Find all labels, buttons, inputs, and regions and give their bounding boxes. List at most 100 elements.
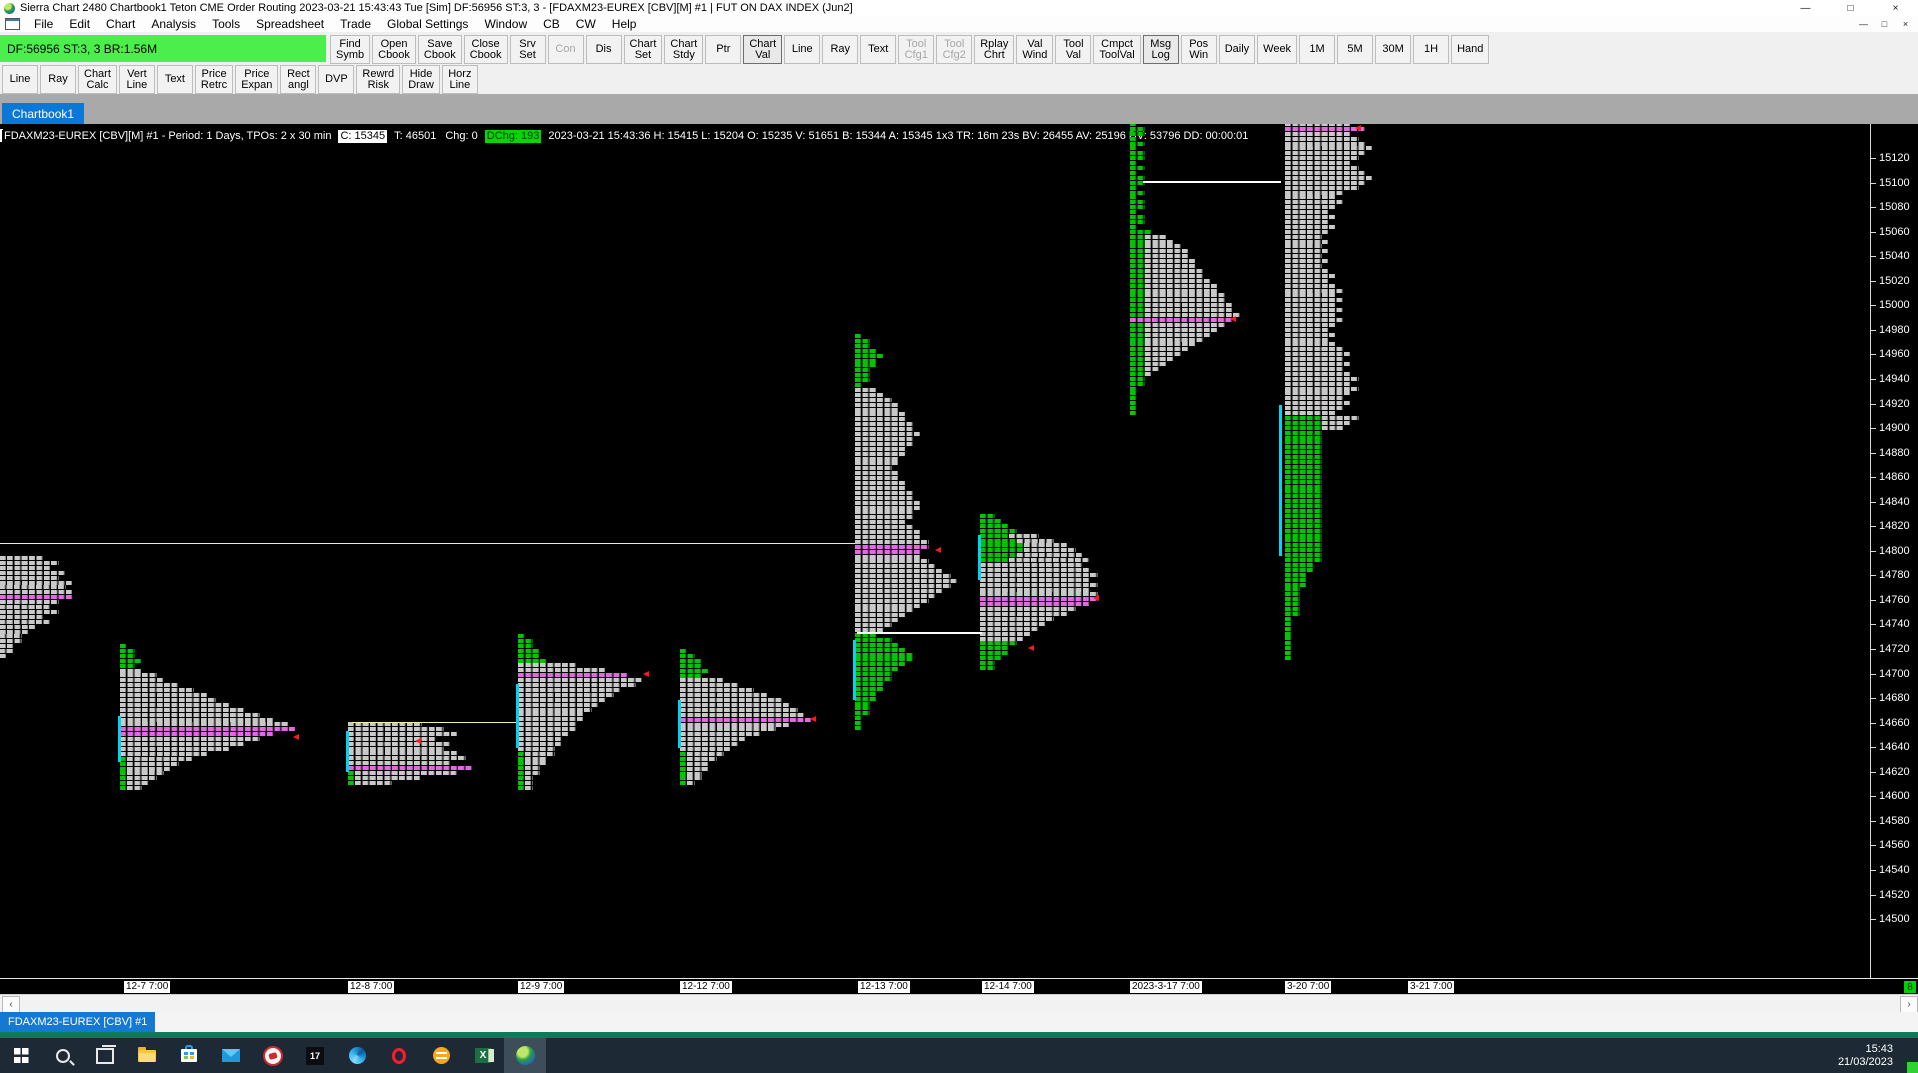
menu-file[interactable]: File [34,17,54,31]
toolbar-button-con[interactable]: Con [547,35,584,64]
toolbar-button-msg-log[interactable]: Msg Log [1142,35,1179,64]
tpo-row [120,697,216,702]
tpo-green-row [1285,577,1308,582]
taskbar-app-explorer[interactable] [126,1038,168,1073]
scroll-right-button[interactable]: › [1900,996,1918,1013]
tpo-poc-row [518,673,629,678]
chart-area[interactable]: FDAXM23-EUREX [CBV][M] #1 - Period: 1 Da… [0,124,1918,978]
toolbar-button-chart-val[interactable]: Chart Val [743,35,783,64]
taskbar-app-store[interactable] [168,1038,210,1073]
child-close-button[interactable]: × [1902,19,1909,29]
menu-trade[interactable]: Trade [340,17,372,31]
toolbar-button-ray[interactable]: Ray [822,35,859,64]
tpo-green-row [1285,548,1322,553]
taskbar-app-edge[interactable] [336,1038,378,1073]
tpo-row [0,614,44,619]
toolbar-button-hide-draw[interactable]: Hide Draw [402,65,440,94]
toolbar-button-tool-val[interactable]: Tool Val [1055,35,1092,64]
taskbar-app-sierra[interactable] [504,1038,546,1073]
minimize-button[interactable]: — [1800,2,1811,14]
child-restore-button[interactable]: □ [1881,19,1888,29]
toolbar-button-vert-line[interactable]: Vert Line [118,65,155,94]
toolbar-button-cmpct-toolval[interactable]: Cmpct ToolVal [1093,35,1141,64]
tpo-green-row [1130,124,1138,126]
toolbar-button-chart-calc[interactable]: Chart Calc [78,65,117,94]
taskbar-app-start[interactable] [0,1038,42,1073]
menu-global-settings[interactable]: Global Settings [387,17,469,31]
taskbar-clock[interactable]: 15:43 21/03/2023 [1838,1043,1893,1069]
toolbar-button-ray[interactable]: Ray [40,65,76,94]
date-axis[interactable]: 8 12-7 7:00 12-8 7:00 12-9 7:00 12-12 7:00 1… [0,978,1918,994]
tpo-green-row [1130,166,1145,170]
price-axis-label: 14620 [1879,765,1910,778]
toolbar-button-text[interactable]: Text [156,65,193,94]
toolbar-button-5m[interactable]: 5M [1337,35,1374,64]
close-button[interactable]: × [1892,2,1899,14]
scroll-left-button[interactable]: ‹ [2,996,20,1013]
toolbar-button-pos-win[interactable]: Pos Win [1180,35,1217,64]
toolbar-button-open-cbook[interactable]: Open Cbook [372,35,416,64]
menu-help[interactable]: Help [611,17,637,31]
toolbar-button-1m[interactable]: 1M [1299,35,1336,64]
tpo-green-row [1130,254,1145,259]
toolbar-button-30m[interactable]: 30M [1375,35,1412,64]
tpo-row [1285,283,1337,288]
toolbar-button-rewrd-risk[interactable]: Rewrd Risk [356,65,401,94]
tab-fdaxm23-chart[interactable]: FDAXM23-EUREX [CBV] #1 [0,1012,156,1032]
tpo-green-row [1130,215,1145,219]
tpo-green-row [1285,509,1322,513]
toolbar-button-val-wind[interactable]: Val Wind [1016,35,1054,64]
toolbar-button-week[interactable]: Week [1257,35,1298,64]
menu-cb[interactable]: CB [543,17,560,31]
toolbar-button-ptr[interactable]: Ptr [705,35,742,64]
tpo-row [1144,327,1219,332]
toolbar-button-rect-angl[interactable]: Rect angl [280,65,317,94]
taskbar-app-taskview[interactable] [84,1038,126,1073]
horizontal-scrollbar[interactable]: ‹ › [0,994,1918,1013]
toolbar-button-hand[interactable]: Hand [1451,35,1490,64]
taskbar-app-tv[interactable]: 17 [294,1038,336,1073]
toolbar-button-line[interactable]: Line [784,35,821,64]
menu-spreadsheet[interactable]: Spreadsheet [256,17,325,31]
toolbar-button-daily[interactable]: Daily [1218,35,1256,64]
tpo-row [980,577,1091,582]
tpo-green-row [1130,151,1145,156]
menu-analysis[interactable]: Analysis [151,17,197,31]
menu-window[interactable]: Window [484,17,528,31]
toolbar-button-1h[interactable]: 1H [1413,35,1450,64]
taskbar-app-mail[interactable] [210,1038,252,1073]
tpo-green-row [980,533,1010,538]
toolbar-button-dvp[interactable]: DVP [318,65,355,94]
toolbar-button-close-cbook[interactable]: Close Cbook [463,35,508,64]
taskbar-app-search[interactable] [42,1038,84,1073]
menu-chart[interactable]: Chart [106,17,136,31]
toolbar-button-text[interactable]: Text [860,35,897,64]
taskbar-app-excel[interactable]: X [462,1038,504,1073]
maximize-button[interactable]: □ [1847,2,1854,14]
taskbar-app-opera[interactable] [378,1038,420,1073]
child-minimize-button[interactable]: — [1859,19,1868,29]
tpo-row [0,590,74,595]
toolbar-button-tool-cfg2[interactable]: Tool Cfg2 [936,35,973,64]
toolbar-button-price-expan[interactable]: Price Expan [235,65,279,94]
toolbar-button-tool-cfg1[interactable]: Tool Cfg1 [898,35,935,64]
tpo-row [518,746,555,751]
menu-tools[interactable]: Tools [212,17,241,31]
tpo-row [518,722,577,727]
menu-edit[interactable]: Edit [69,17,91,31]
toolbar-button-find-symb[interactable]: Find Symb [330,35,371,64]
toolbar-button-save-cbook[interactable]: Save Cbook [417,35,462,64]
toolbar-button-dis[interactable]: Dis [585,35,622,64]
toolbar-button-srv-set[interactable]: Srv Set [509,35,546,64]
menu-cw[interactable]: CW [575,17,596,31]
toolbar-button-price-retrc[interactable]: Price Retrc [194,65,234,94]
taskbar-app-redapp[interactable] [252,1038,294,1073]
toolbar-button-line[interactable]: Line [2,65,38,94]
toolbar-button-horz-line[interactable]: Horz Line [441,65,478,94]
toolbar-button-chart-stdy[interactable]: Chart Stdy [664,35,704,64]
tab-chartbook1[interactable]: Chartbook1 [2,103,85,124]
taskbar-app-orange[interactable] [420,1038,462,1073]
toolbar-button-rplay-chrt[interactable]: Rplay Chrt [974,35,1015,64]
toolbar-button-chart-set[interactable]: Chart Set [623,35,663,64]
tpo-row [1321,425,1344,430]
